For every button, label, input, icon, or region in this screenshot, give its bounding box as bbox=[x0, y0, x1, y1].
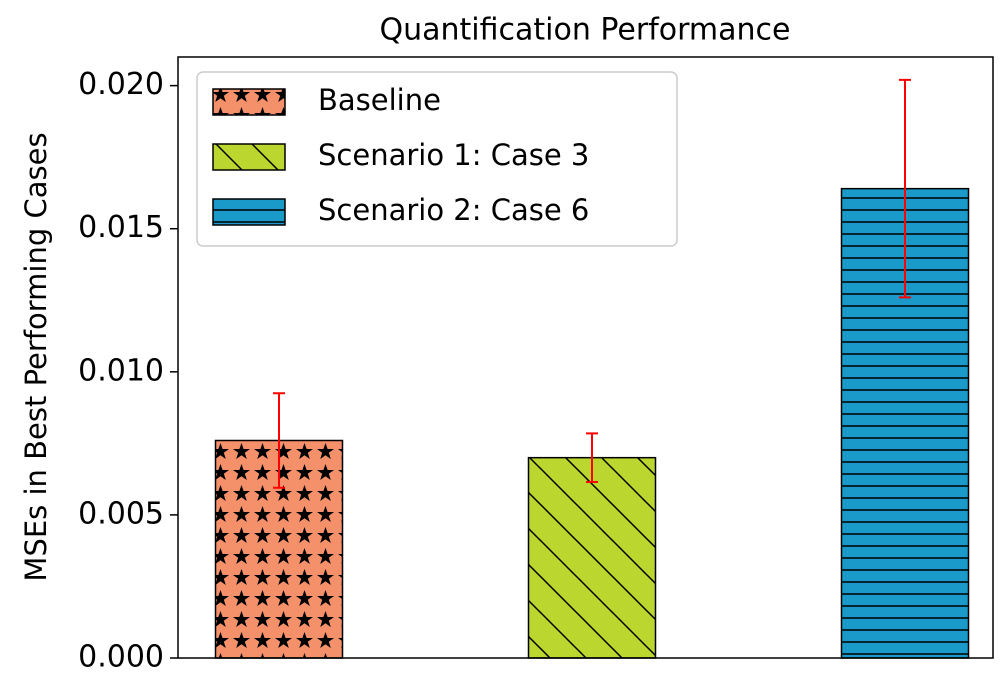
error-bar bbox=[586, 432, 598, 483]
error-bar bbox=[899, 78, 911, 299]
plot-frame bbox=[177, 56, 994, 659]
bar-hatch bbox=[527, 456, 657, 659]
y-tick-label: 0.010 bbox=[78, 353, 164, 388]
legend-label: Scenario 1: Case 3 bbox=[318, 138, 589, 172]
y-axis-label: MSEs in Best Performing Cases bbox=[19, 132, 53, 581]
legend-label: Scenario 2: Case 6 bbox=[318, 193, 589, 227]
legend-swatch-hatch bbox=[212, 143, 286, 171]
legend-label: Baseline bbox=[318, 83, 441, 117]
y-tick-label: 0.015 bbox=[78, 210, 164, 245]
error-bar bbox=[273, 392, 285, 489]
y-tick-label: 0.020 bbox=[78, 67, 164, 102]
y-tick-label: 0.005 bbox=[78, 496, 164, 531]
legend-box bbox=[196, 71, 678, 247]
chart-title: Quantification Performance bbox=[379, 13, 790, 48]
legend-swatch-hatch bbox=[212, 198, 286, 226]
y-tick-label: 0.000 bbox=[78, 640, 164, 673]
legend-swatch-hatch bbox=[212, 88, 286, 116]
